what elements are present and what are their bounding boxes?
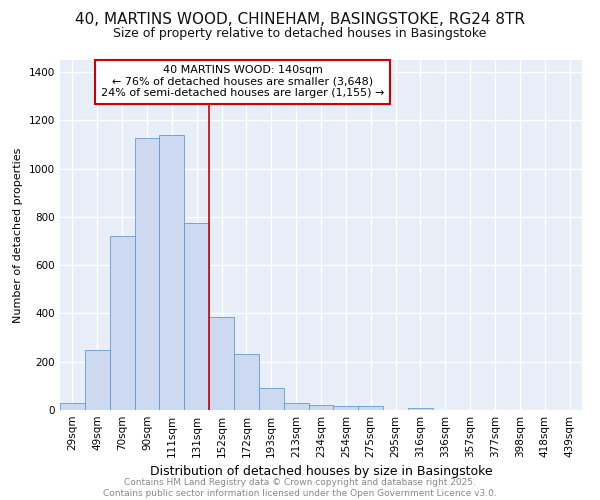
Text: 40 MARTINS WOOD: 140sqm
← 76% of detached houses are smaller (3,648)
24% of semi: 40 MARTINS WOOD: 140sqm ← 76% of detache…	[101, 66, 385, 98]
Text: 40, MARTINS WOOD, CHINEHAM, BASINGSTOKE, RG24 8TR: 40, MARTINS WOOD, CHINEHAM, BASINGSTOKE,…	[75, 12, 525, 28]
Bar	[284, 403, 308, 410]
Bar	[209, 317, 234, 410]
Y-axis label: Number of detached properties: Number of detached properties	[13, 148, 23, 322]
Bar	[408, 408, 433, 410]
Bar	[234, 354, 259, 410]
Bar	[85, 350, 110, 410]
Bar	[308, 404, 334, 410]
Bar	[358, 406, 383, 410]
X-axis label: Distribution of detached houses by size in Basingstoke: Distribution of detached houses by size …	[149, 466, 493, 478]
Text: Contains HM Land Registry data © Crown copyright and database right 2025.
Contai: Contains HM Land Registry data © Crown c…	[103, 478, 497, 498]
Bar	[60, 403, 85, 410]
Bar	[259, 388, 284, 410]
Bar	[110, 236, 134, 410]
Bar	[134, 138, 160, 410]
Bar	[160, 136, 184, 410]
Text: Size of property relative to detached houses in Basingstoke: Size of property relative to detached ho…	[113, 28, 487, 40]
Bar	[334, 406, 358, 410]
Bar	[184, 223, 209, 410]
